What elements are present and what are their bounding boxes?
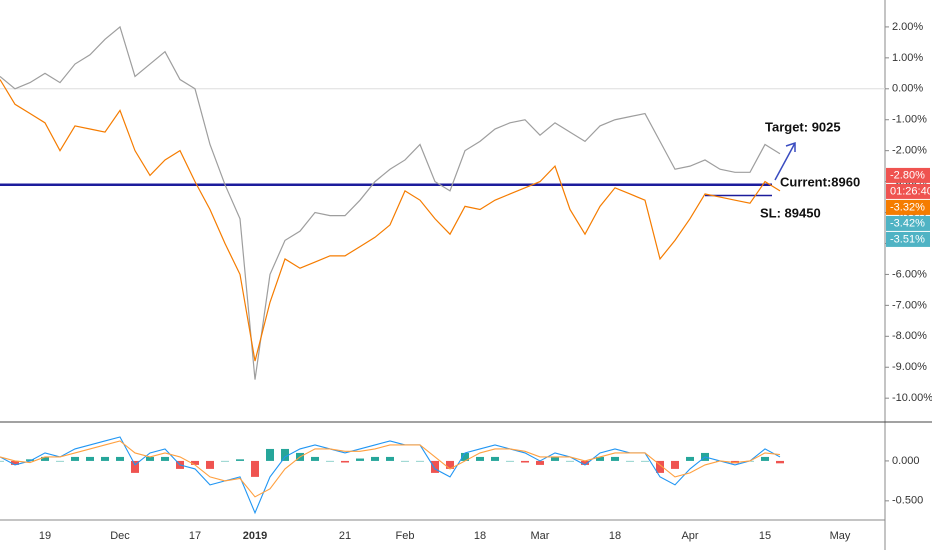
histogram-bar	[656, 460, 664, 473]
histogram-bar	[551, 456, 559, 461]
price-label-box	[886, 199, 930, 215]
histogram-bar	[251, 460, 259, 477]
y-tick-label: 1.00%	[892, 52, 923, 64]
price-label: 01:26:40	[890, 185, 932, 197]
histogram-bar	[311, 456, 319, 461]
histogram-bar	[581, 460, 589, 465]
histogram-bar	[116, 456, 124, 461]
histogram-bar	[101, 456, 109, 461]
histogram-bar	[86, 456, 94, 461]
y-tick-label: -8.00%	[892, 330, 927, 342]
histogram-bar	[326, 460, 334, 462]
histogram-bar	[236, 459, 244, 461]
histogram-bar	[206, 460, 214, 469]
histogram-bar	[191, 460, 199, 465]
histogram-bar	[26, 459, 34, 461]
annotation: SL: 89450	[760, 205, 821, 220]
price-label: -3.42%	[890, 217, 925, 229]
histogram-bar	[371, 456, 379, 461]
price-label-box	[886, 231, 930, 247]
histogram-bar	[71, 456, 79, 461]
histogram-bar	[461, 452, 469, 461]
histogram-bar	[761, 456, 769, 461]
histogram-bar	[266, 448, 274, 461]
price-label: -2.80%	[890, 169, 925, 181]
price-label-box	[886, 215, 930, 231]
histogram-bar	[356, 458, 364, 461]
x-tick-label: Mar	[531, 530, 550, 542]
x-tick-label: May	[830, 530, 851, 542]
histogram-bar	[506, 460, 514, 462]
histogram-bar	[401, 460, 409, 462]
y-tick-label: 0.00%	[892, 83, 923, 95]
y-tick-label: -2.00%	[892, 145, 927, 157]
histogram-bar	[386, 456, 394, 461]
y-tick-label: -9.00%	[892, 361, 927, 373]
x-tick-label: Apr	[681, 530, 698, 542]
histogram-bar	[41, 456, 49, 461]
x-tick-label: 18	[609, 530, 621, 542]
histogram-bar	[596, 456, 604, 461]
y-tick-label: -7.00%	[892, 299, 927, 311]
histogram-bar	[671, 460, 679, 469]
x-tick-label: Feb	[396, 530, 415, 542]
histogram-bar	[536, 460, 544, 465]
histogram-bar	[566, 460, 574, 462]
histogram-bar	[341, 460, 349, 463]
x-tick-label: 19	[39, 530, 51, 542]
histogram-bar	[281, 448, 289, 461]
y-tick-label: -10.00%	[892, 392, 932, 404]
histogram-bar	[491, 456, 499, 461]
price-label-box	[886, 183, 930, 199]
macd-line	[0, 440, 781, 498]
x-tick-label: 21	[339, 530, 351, 542]
histogram-bar	[416, 460, 424, 462]
histogram-bar	[56, 460, 64, 462]
histogram-bar	[686, 456, 694, 461]
y-tick-label: -1.00%	[892, 114, 927, 126]
y-tick-label: -0.500	[892, 495, 923, 507]
x-tick-label: 15	[759, 530, 771, 542]
x-tick-label: 2019	[243, 530, 267, 542]
histogram-bar	[0, 460, 4, 462]
x-tick-label: 17	[189, 530, 201, 542]
histogram-bar	[641, 460, 649, 462]
price-label: -3.32%	[890, 201, 925, 213]
x-tick-label: Dec	[110, 530, 130, 542]
histogram-bar	[476, 456, 484, 461]
histogram-bar	[776, 460, 784, 464]
histogram-bar	[161, 456, 169, 461]
histogram-bar	[131, 460, 139, 473]
y-tick-label: 2.00%	[892, 21, 923, 33]
histogram-bar	[146, 456, 154, 461]
histogram-bar	[626, 460, 634, 462]
histogram-bar	[611, 456, 619, 461]
annotation: Target: 9025	[765, 119, 841, 134]
annotation: Current:8960	[780, 174, 860, 189]
y-tick-label: 0.000	[892, 455, 920, 467]
macd-line	[0, 436, 781, 515]
histogram-bar	[431, 460, 439, 473]
price-line	[0, 25, 781, 380]
y-tick-label: -6.00%	[892, 268, 927, 280]
price-line	[0, 79, 781, 362]
histogram-bar	[521, 460, 529, 463]
arrow-head	[785, 141, 796, 152]
price-label: -3.51%	[890, 233, 925, 245]
histogram-bar	[221, 460, 229, 462]
price-label-box	[886, 167, 930, 183]
target-arrow	[774, 142, 796, 181]
x-tick-label: 18	[474, 530, 486, 542]
histogram-bar	[446, 460, 454, 469]
histogram-bar	[11, 460, 19, 465]
